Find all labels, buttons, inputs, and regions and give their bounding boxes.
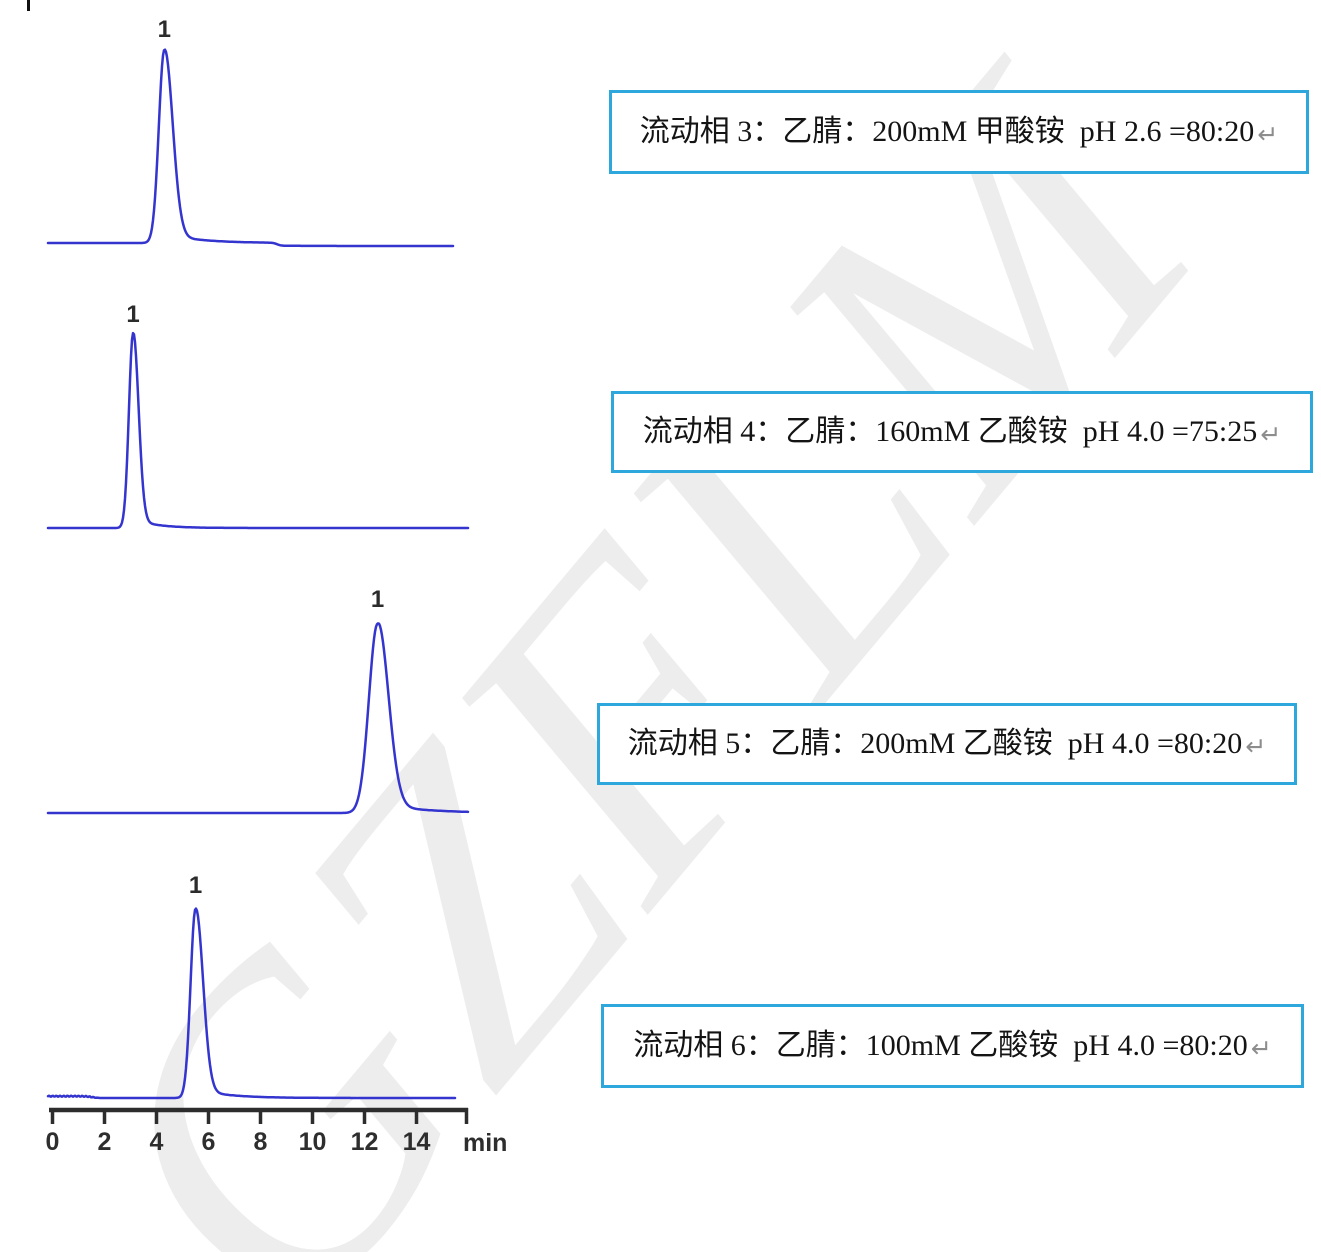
time-axis-tick-label: 2 [98, 1128, 112, 1156]
mobile-phase-6-label: 流动相 6：乙腈：100mM 乙酸铵 pH 4.0 =80:20 [633, 1029, 1248, 1062]
return-mark-icon: ↵ [1250, 1033, 1272, 1063]
return-mark-icon: ↵ [1257, 119, 1279, 149]
chromatogram-trace-3 [46, 622, 470, 815]
peak-label-trace-4: 1 [189, 872, 202, 899]
time-axis-tick-label: 12 [351, 1128, 379, 1156]
time-axis-tick-label: 6 [202, 1128, 216, 1156]
mobile-phase-6-box: 流动相 6：乙腈：100mM 乙酸铵 pH 4.0 =80:20 ↵ [601, 1004, 1304, 1088]
time-axis-tick-label: 8 [254, 1128, 268, 1156]
chromatogram-trace-2 [46, 331, 470, 530]
mobile-phase-5-label: 流动相 5：乙腈：200mM 乙酸铵 pH 4.0 =80:20 [627, 727, 1243, 760]
return-mark-icon: ↵ [1260, 419, 1282, 449]
chromatogram-trace-1 [46, 48, 455, 248]
time-axis-tick-label: 4 [150, 1128, 164, 1156]
time-axis-tick-label: 14 [403, 1128, 431, 1156]
mobile-phase-4-label: 流动相 4：乙腈：160mM 乙酸铵 pH 4.0 =75:25 [642, 415, 1258, 448]
time-axis-tick-label: 0 [46, 1128, 60, 1156]
mobile-phase-5-box: 流动相 5：乙腈：200mM 乙酸铵 pH 4.0 =80:20 ↵ [597, 703, 1297, 785]
mobile-phase-4-box: 流动相 4：乙腈：160mM 乙酸铵 pH 4.0 =75:25 ↵ [611, 391, 1313, 473]
peak-label-trace-2: 1 [126, 301, 139, 328]
chromatogram-trace-4 [46, 907, 457, 1100]
peak-label-trace-3: 1 [371, 586, 384, 613]
mobile-phase-3-box: 流动相 3：乙腈：200mM 甲酸铵 pH 2.6 =80:20 ↵ [609, 90, 1309, 174]
mobile-phase-3-label: 流动相 3：乙腈：200mM 甲酸铵 pH 2.6 =80:20 [639, 115, 1255, 148]
return-mark-icon: ↵ [1245, 731, 1267, 761]
time-axis-tick-label: 10 [299, 1128, 327, 1156]
time-axis-unit-label: min [463, 1129, 507, 1157]
peak-label-trace-1: 1 [158, 16, 171, 43]
text-cursor-artifact [27, 0, 30, 11]
